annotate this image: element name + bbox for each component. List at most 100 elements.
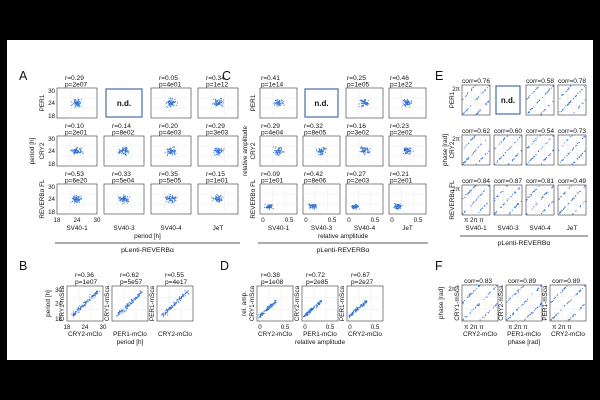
data-point xyxy=(216,99,218,101)
data-point xyxy=(549,204,551,206)
data-point xyxy=(395,206,397,208)
scatter-c-1-2 xyxy=(345,135,384,167)
data-point xyxy=(352,208,354,210)
data-point xyxy=(556,295,558,297)
data-point xyxy=(516,155,518,157)
correlation-r: r=0.29 xyxy=(261,123,280,130)
data-point xyxy=(220,101,222,103)
data-point xyxy=(176,301,178,303)
data-point xyxy=(572,98,574,100)
data-point xyxy=(274,147,276,149)
data-point xyxy=(521,303,523,306)
data-point xyxy=(141,291,143,293)
data-point xyxy=(463,318,465,320)
data-point xyxy=(78,104,80,106)
data-point xyxy=(359,151,361,153)
data-point xyxy=(409,151,411,153)
data-point xyxy=(540,148,542,150)
data-point xyxy=(356,306,358,309)
data-point xyxy=(78,196,80,198)
data-point xyxy=(355,308,357,310)
data-point xyxy=(522,286,524,288)
data-point xyxy=(82,153,84,155)
row-label: REVERBα FL xyxy=(449,180,456,220)
data-point xyxy=(548,139,550,141)
scatter-e-2-2 xyxy=(525,184,555,216)
data-point xyxy=(478,96,480,99)
data-point xyxy=(173,152,175,154)
data-point xyxy=(222,151,224,153)
data-point xyxy=(478,303,480,305)
data-point xyxy=(125,154,128,156)
data-point xyxy=(170,97,172,99)
data-point xyxy=(394,207,396,209)
data-point xyxy=(220,105,222,107)
data-point xyxy=(185,291,187,293)
data-point xyxy=(475,113,477,115)
data-point xyxy=(185,292,187,294)
data-point xyxy=(165,102,167,104)
data-point xyxy=(485,153,487,155)
data-point xyxy=(165,310,167,312)
data-point xyxy=(125,148,127,150)
data-point xyxy=(220,149,222,152)
data-point xyxy=(513,294,515,296)
data-point xyxy=(74,99,76,101)
data-point xyxy=(77,102,79,104)
data-point xyxy=(494,148,496,150)
data-point xyxy=(356,309,358,311)
data-point xyxy=(568,202,570,204)
data-point xyxy=(517,153,519,155)
data-point xyxy=(211,197,213,199)
data-point xyxy=(349,316,351,318)
data-point xyxy=(168,308,170,310)
data-point xyxy=(214,103,216,105)
data-point xyxy=(279,104,281,106)
data-point xyxy=(270,307,272,309)
data-point xyxy=(535,154,537,156)
data-point xyxy=(277,100,279,102)
data-point xyxy=(270,303,272,305)
data-point xyxy=(139,292,141,294)
data-point xyxy=(266,307,268,309)
data-point xyxy=(320,148,323,150)
data-point xyxy=(215,200,217,202)
data-point xyxy=(562,145,564,147)
data-point xyxy=(220,200,222,202)
data-point xyxy=(476,98,478,100)
data-point xyxy=(217,151,219,153)
data-point xyxy=(123,200,125,203)
data-point xyxy=(532,106,534,108)
data-point xyxy=(217,196,220,198)
correlation: corr=0.81 xyxy=(526,178,554,185)
data-point xyxy=(349,314,351,316)
data-point xyxy=(312,307,314,309)
data-point xyxy=(213,99,215,101)
data-point xyxy=(571,163,573,165)
data-point xyxy=(525,318,527,320)
data-point xyxy=(465,316,467,318)
data-point xyxy=(267,204,269,206)
data-point xyxy=(469,190,471,192)
data-point xyxy=(72,199,74,201)
data-point xyxy=(503,204,505,206)
data-point xyxy=(316,304,318,306)
data-point xyxy=(543,110,545,112)
data-point xyxy=(318,148,320,150)
data-point xyxy=(276,153,279,155)
data-point xyxy=(494,213,496,215)
data-point xyxy=(79,196,81,198)
data-point xyxy=(515,141,517,143)
data-point xyxy=(280,99,282,101)
data-point xyxy=(575,294,577,296)
x-axis-label: period [h] xyxy=(117,339,144,346)
data-point xyxy=(73,153,75,155)
data-point xyxy=(470,205,472,207)
data-point xyxy=(167,148,169,150)
data-point xyxy=(500,156,502,158)
data-point xyxy=(122,197,124,199)
data-point xyxy=(124,197,126,199)
plot-frame xyxy=(302,183,341,215)
data-point xyxy=(173,150,175,153)
data-point xyxy=(122,149,124,151)
